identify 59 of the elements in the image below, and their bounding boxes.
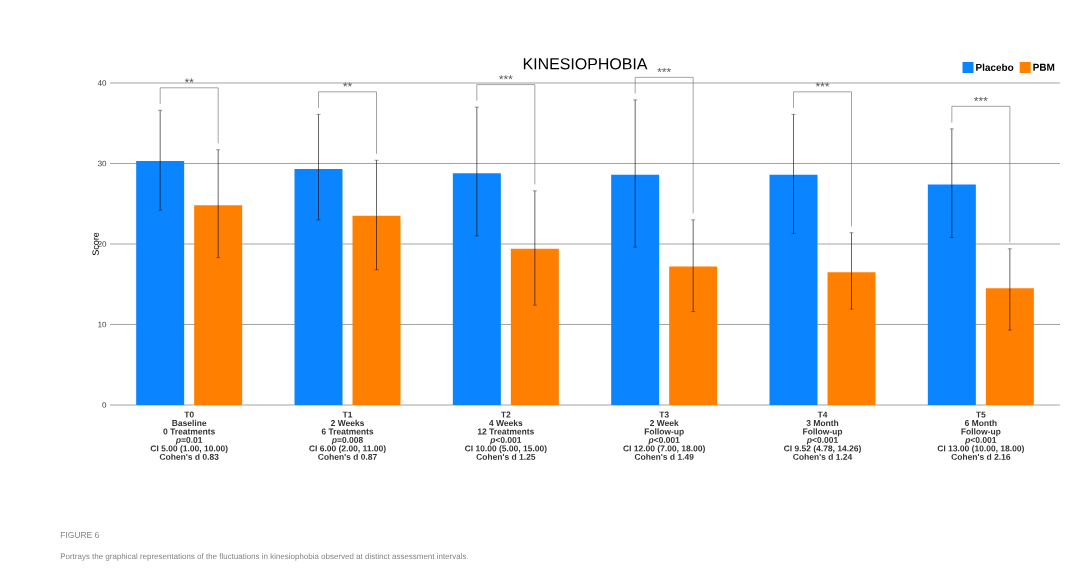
bar: [194, 205, 243, 405]
legend-label: Placebo: [976, 63, 1014, 71]
x-tick-label: T3: [659, 411, 669, 418]
text: 6 Month: [964, 419, 997, 427]
legend-label: PBM: [1033, 63, 1055, 71]
bar: [510, 248, 559, 405]
text: 2 Weeks: [330, 419, 365, 427]
text: Baseline: [172, 419, 207, 427]
bar: [985, 288, 1034, 405]
bar: [136, 161, 185, 405]
x-tick-label: T5: [975, 411, 986, 418]
x-tick-label: T2: [501, 411, 511, 418]
text: CI 9.52 (4.78, 14.26): [784, 445, 861, 454]
text: Cohen's d 2.16: [951, 453, 1011, 460]
text: 2 Week: [649, 419, 679, 427]
text: p=0.008: [331, 436, 363, 445]
x-tick-label: T0: [184, 411, 194, 418]
text: Follow-up: [961, 428, 1001, 437]
text: CI 5.00 (1.00, 10.00): [150, 445, 228, 454]
bar: [827, 272, 876, 405]
annotation: ***: [815, 82, 830, 87]
y-axis-title: Score: [92, 232, 99, 256]
bar: [352, 215, 401, 405]
text: ***: [657, 67, 671, 73]
text: Cohen's d 0.87: [318, 453, 377, 460]
text: CI 13.00 (10.00, 18.00): [937, 445, 1024, 454]
caption: FIGURE 6: [60, 531, 99, 538]
x-tick-label: T1: [342, 411, 353, 418]
text: 4 Weeks: [489, 419, 523, 427]
text: CI 6.00 (2.00, 11.00): [309, 445, 386, 454]
bar: [927, 184, 976, 405]
text: CI 12.00 (7.00, 18.00): [623, 445, 705, 454]
text: 3 Month: [806, 419, 839, 427]
text: p<0.001: [648, 436, 680, 445]
text: Cohen's d 1.24: [793, 453, 853, 460]
bar: [452, 173, 501, 405]
text: Follow-up: [803, 428, 843, 437]
text: p<0.001: [965, 436, 997, 445]
text: Cohen's d 1.49: [634, 453, 694, 460]
text: 6 Treatments: [321, 428, 374, 435]
annotation: ***: [974, 96, 988, 102]
bar: [294, 169, 343, 405]
text: p=0.01: [175, 436, 203, 445]
text: ***: [499, 75, 513, 80]
bar: [611, 174, 660, 405]
x-tick-label: T4: [817, 411, 828, 418]
text: **: [184, 78, 194, 83]
text: 0 Treatments: [163, 428, 215, 435]
chart-title: KINESIOPHOBIA: [523, 58, 648, 70]
bar: [769, 174, 818, 405]
annotation: **: [343, 82, 352, 87]
text: Cohen's d 0.83: [159, 453, 219, 460]
bar: [669, 266, 718, 405]
text: Cohen's d 1.25: [476, 453, 536, 460]
text: Follow-up: [644, 428, 684, 437]
text: p<0.001: [490, 436, 522, 445]
text: p<0.001: [806, 436, 838, 445]
text: 12 Treatments: [477, 428, 534, 435]
text: CI 10.00 (5.00, 15.00): [464, 445, 547, 454]
